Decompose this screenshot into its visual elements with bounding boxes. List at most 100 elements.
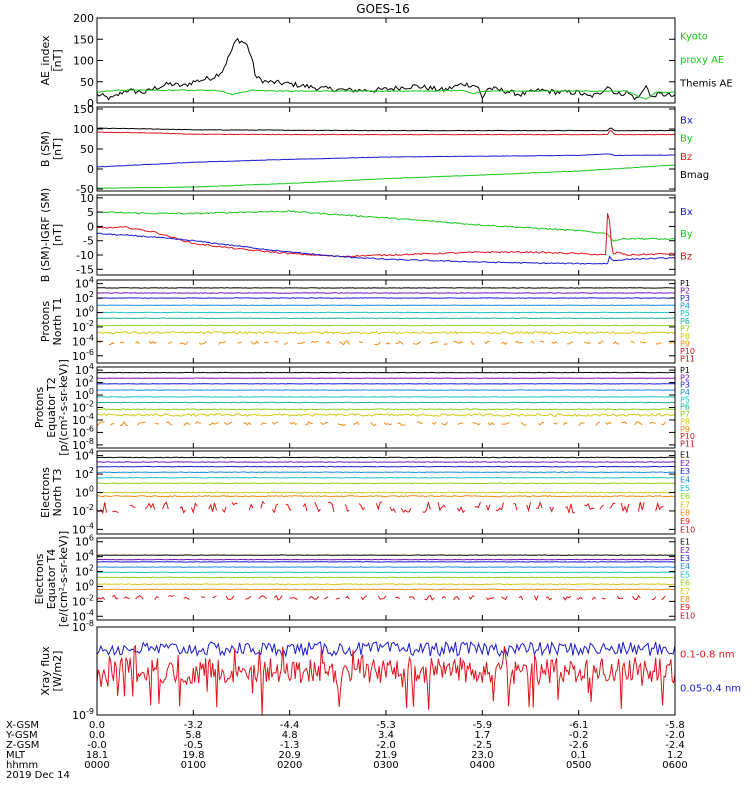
- date-label: 2019 Dec 14: [6, 770, 70, 781]
- series-line: [166, 421, 173, 426]
- y-tick-label: 150: [73, 103, 94, 116]
- legend-entry: E9: [680, 603, 690, 612]
- series-line: [470, 340, 475, 345]
- series-0-1-0-8-nm: [97, 644, 675, 715]
- tick-exponent: -6: [86, 348, 94, 357]
- time-axis-value: -2.0: [665, 730, 685, 741]
- legend-entry: Bx: [680, 115, 693, 126]
- tick-base: 10: [72, 505, 86, 518]
- y-tick-label: 10-2: [72, 319, 94, 334]
- series-line: [223, 421, 233, 425]
- y-tick-label: 10-2: [72, 503, 94, 518]
- y-tick-label: 5: [87, 206, 94, 219]
- series-line: [358, 503, 366, 511]
- legend-entry: P5: [680, 309, 690, 318]
- series-line: [576, 596, 583, 600]
- series-line: [501, 595, 508, 600]
- series-p3: [97, 297, 675, 299]
- time-axis-value: -6.1: [569, 720, 589, 731]
- series-line: [97, 596, 106, 601]
- legend-entry: E8: [680, 509, 690, 518]
- time-axis-value: -5.3: [376, 720, 396, 731]
- series-group: [97, 554, 675, 602]
- series-line: [530, 341, 535, 344]
- legend-entry: Bmag: [680, 170, 709, 181]
- series-line: [97, 330, 675, 335]
- series-line: [485, 504, 491, 512]
- y-axis-label: [W/m2]: [51, 651, 64, 692]
- series-line: [97, 456, 675, 459]
- y-tick-label: 100: [73, 55, 94, 68]
- y-axis-label: AE_index: [39, 35, 52, 86]
- series-line: [97, 495, 675, 498]
- series-line: [526, 501, 531, 513]
- tick-base: 10: [75, 487, 89, 500]
- series-line: [640, 341, 647, 344]
- series-line: [655, 342, 662, 345]
- series-line: [474, 501, 481, 509]
- y-axis-label: [nT]: [51, 49, 64, 71]
- time-axis-value: 4.8: [282, 730, 298, 741]
- legend-entry: P5: [680, 395, 690, 404]
- tick-base: 10: [75, 536, 89, 549]
- y-tick-label: 10-4: [72, 521, 94, 536]
- series-e3: [97, 465, 675, 468]
- series-bz: [97, 129, 675, 136]
- legend-entry: E7: [680, 587, 690, 596]
- legend-entry: P11: [680, 354, 695, 363]
- series-line: [443, 343, 448, 346]
- series-line: [637, 501, 645, 512]
- series-line: [400, 507, 412, 514]
- tick-base: 10: [72, 439, 86, 452]
- series-p1: [97, 287, 675, 289]
- y-tick-label: 104: [75, 362, 94, 377]
- legend-entry: P2: [680, 373, 690, 382]
- series-line: [273, 594, 283, 601]
- series-line: [452, 596, 460, 601]
- series-line: [584, 502, 595, 511]
- series-line: [337, 423, 346, 427]
- series-line: [179, 505, 187, 514]
- series-line: [97, 561, 675, 563]
- series-line: [468, 595, 475, 600]
- tick-exponent: -4: [86, 608, 94, 617]
- series-e4: [97, 471, 675, 474]
- series-line: [472, 421, 481, 426]
- series-line: [112, 594, 119, 600]
- series-e1: [97, 554, 675, 556]
- tick-exponent: 4: [89, 549, 94, 558]
- y-tick-label: 102: [75, 375, 94, 390]
- series-line: [97, 232, 675, 265]
- series-e7: [97, 491, 675, 494]
- series-line: [612, 340, 620, 345]
- legend-entry: P7: [680, 410, 690, 419]
- legend-entry: By: [680, 229, 693, 240]
- series-line: [137, 421, 146, 426]
- y-axis-label: B (SM)-IGRF (SM): [39, 188, 52, 282]
- y-tick-label: -5: [83, 235, 94, 248]
- series-line: [591, 596, 597, 601]
- y-tick-label: 100: [75, 578, 94, 593]
- panel-b_sm: 150 100 50 0 -50 B (SM) [nT] Bx By Bz Bmag: [39, 103, 709, 196]
- y-tick-label: -10: [76, 249, 94, 262]
- y-axis-label: Equator T2: [45, 377, 58, 437]
- time-axis-value: -2.6: [569, 740, 589, 751]
- series-line: [339, 340, 350, 346]
- tick-exponent: 2: [89, 375, 94, 384]
- series-line: [190, 502, 198, 515]
- series-line: [97, 129, 675, 136]
- series-line: [179, 341, 189, 346]
- series-line: [250, 340, 260, 345]
- series-p9: [97, 420, 666, 427]
- series-line: [308, 595, 320, 600]
- y-tick-label: 102: [75, 564, 94, 579]
- tick-base: 10: [72, 610, 86, 623]
- time-axis-value: -0.0: [87, 740, 107, 751]
- time-axis-value: 0500: [566, 760, 591, 771]
- time-axis-value: -0.2: [569, 730, 589, 741]
- series-line: [97, 554, 675, 556]
- series-line: [225, 595, 235, 600]
- panel-frame: [96, 626, 676, 716]
- y-tick-label: 104: [75, 448, 94, 463]
- series-line: [208, 502, 217, 512]
